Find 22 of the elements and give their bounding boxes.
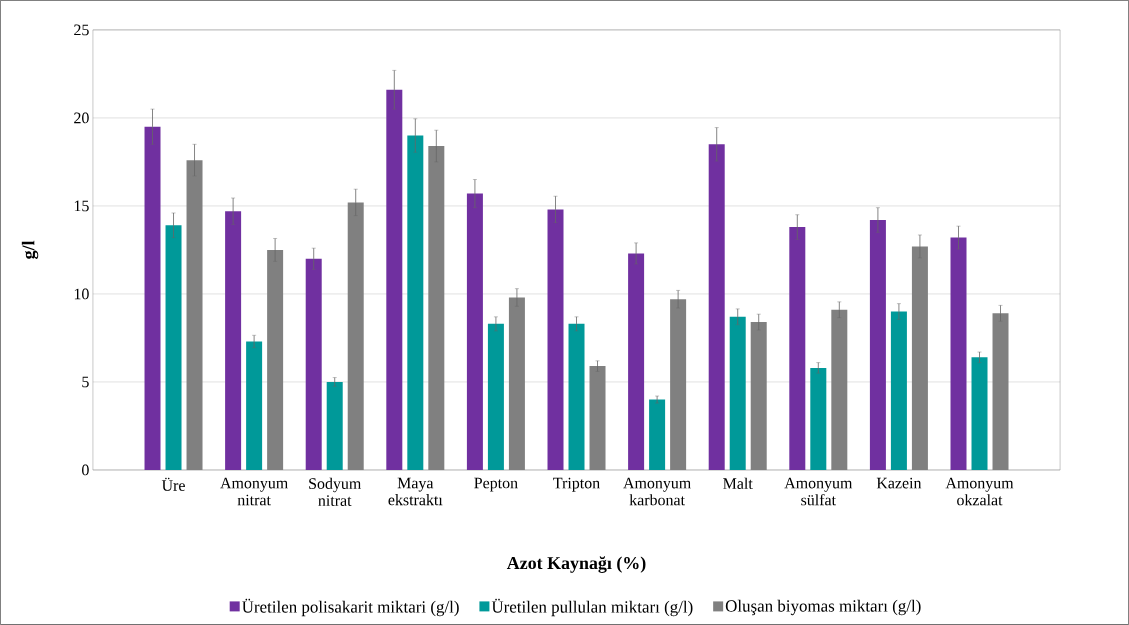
x-tick-label: Amonyum sülfat bbox=[784, 477, 853, 506]
x-tick-label: Pepton bbox=[474, 477, 518, 492]
x-tick-label: Malt bbox=[723, 477, 753, 490]
x-axis-title: Azot Kaynağı (%) bbox=[506, 556, 646, 573]
x-tick-label: Maya ekstraktı bbox=[388, 477, 443, 506]
y-tick-label: 15 bbox=[74, 200, 89, 212]
y-tick-label: 20 bbox=[74, 112, 89, 124]
x-tick-label: Sodyum nitrat bbox=[309, 477, 362, 506]
x-tick-label: Amonyum okzalat bbox=[945, 477, 1014, 506]
x-tick-label: Amonyum nitrat bbox=[220, 477, 288, 506]
legend-label: Üretilen polisakarit miktari (g/l) bbox=[242, 598, 459, 617]
y-tick-label: 25 bbox=[74, 24, 89, 36]
x-tick-label: Amonyum karbonat bbox=[623, 477, 691, 506]
y-tick-label: 10 bbox=[74, 288, 89, 300]
x-tick-label: Kazein bbox=[876, 477, 922, 489]
y-axis-title: g/l bbox=[21, 240, 39, 259]
y-tick-label: 0 bbox=[82, 464, 89, 476]
legend-label: Oluşan biyomas miktarı (g/l) bbox=[725, 599, 921, 616]
x-tick-label: Üre bbox=[161, 477, 185, 491]
x-tick-label: Tripton bbox=[553, 477, 600, 492]
y-tick-label: 5 bbox=[82, 376, 89, 388]
legend-label: Üretilen pullulan miktarı (g/l) bbox=[491, 598, 693, 617]
